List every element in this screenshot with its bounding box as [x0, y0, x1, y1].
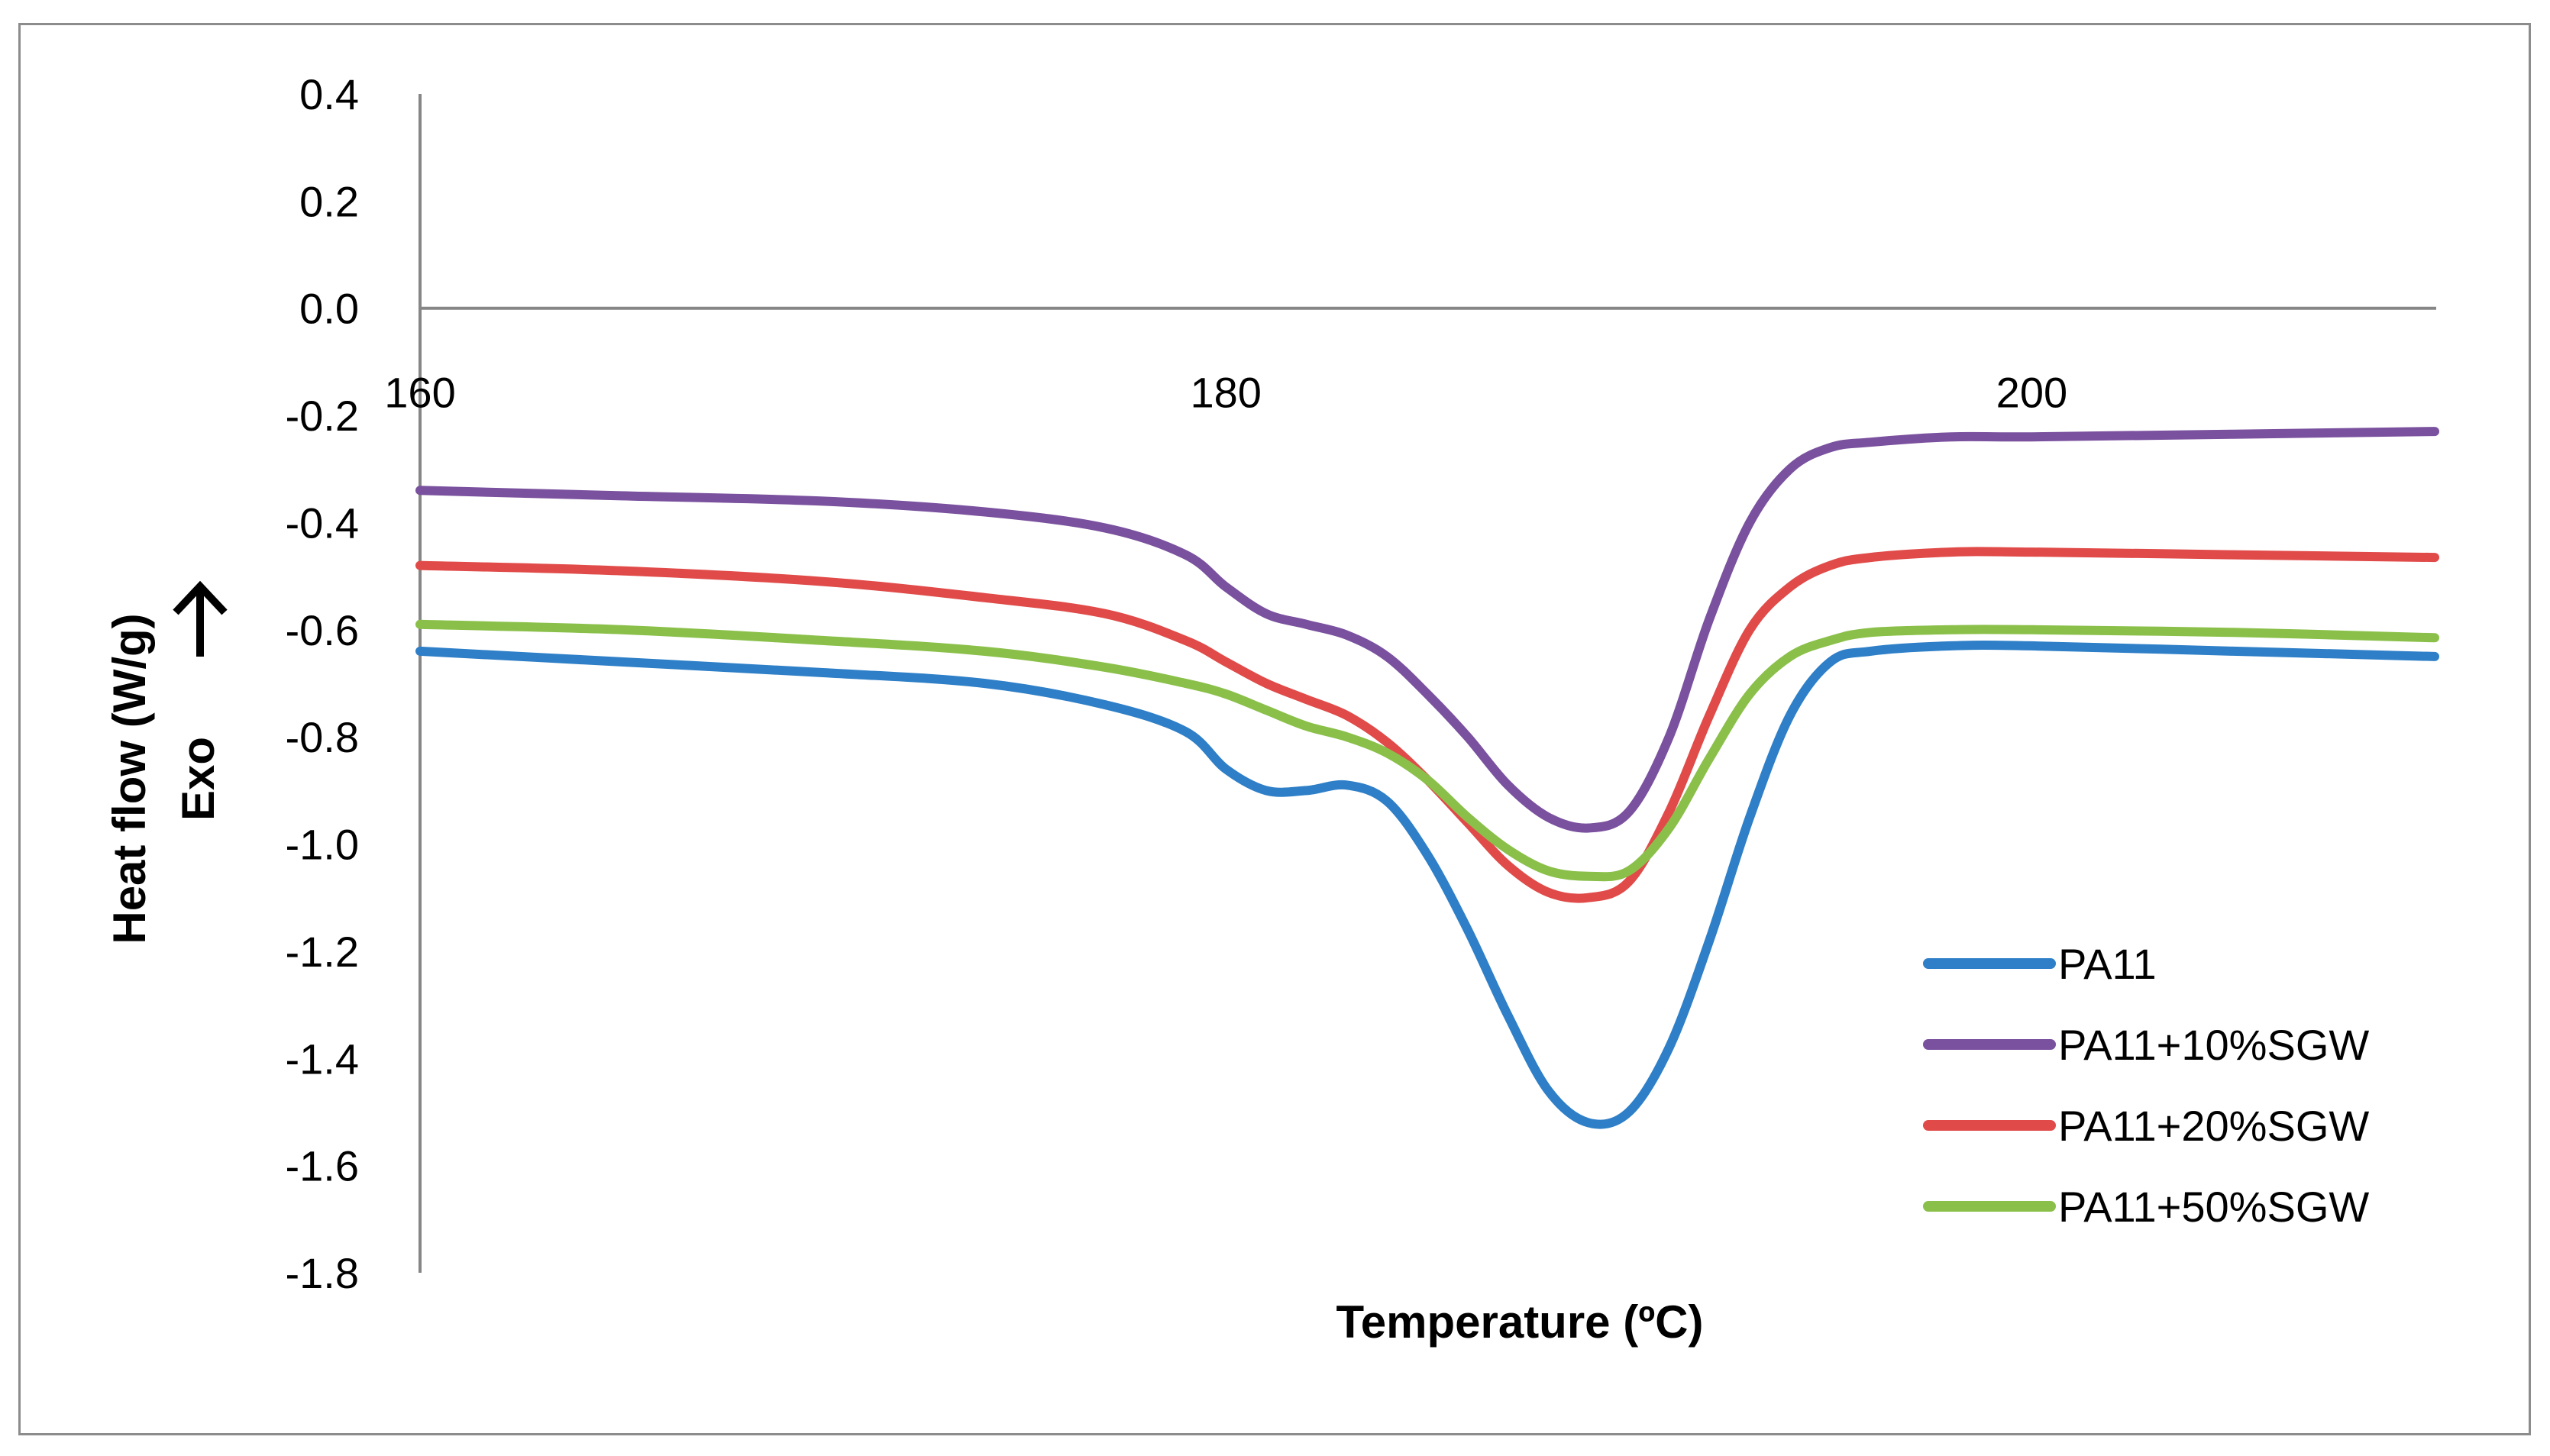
- series-line-pa11-10-sgw: [415, 427, 2439, 833]
- y-tick-label: -0.4: [286, 499, 360, 547]
- legend-label-pa11: PA11: [2058, 940, 2157, 988]
- legend-label-pa11-10-sgw: PA11+10%SGW: [2058, 1021, 2369, 1069]
- y-tick-label: -1.0: [286, 821, 360, 869]
- y-tick-label: 0.4: [299, 70, 359, 118]
- y-tick-label: -1.2: [286, 928, 360, 976]
- y-tick-label: 0.2: [299, 177, 359, 225]
- y-tick-label: -1.6: [286, 1142, 360, 1190]
- y-tick-label: -1.8: [286, 1249, 360, 1297]
- y-tick-labels: 0.4 0.2 0.0 -0.2 -0.4 -0.6 -0.8 -1.0 -1.2 -1.4 -1.…: [286, 70, 360, 1297]
- x-tick-label: 180: [1190, 369, 1261, 417]
- y-tick-label: -0.8: [286, 713, 360, 761]
- y-axis-title: Heat flow (W/g) Exo: [104, 613, 224, 944]
- x-tick-label: 160: [384, 369, 455, 417]
- y-tick-label: -0.2: [286, 392, 360, 440]
- series-line-pa11-20-sgw: [415, 547, 2439, 903]
- y-axis-exo-label: Exo: [173, 737, 224, 821]
- y-tick-label: -0.6: [286, 606, 360, 654]
- series-line-pa11-50-sgw: [415, 619, 2439, 882]
- x-tick-labels: 160 180 200: [384, 369, 2067, 417]
- legend-label-pa11-20-sgw: PA11+20%SGW: [2058, 1102, 2369, 1150]
- x-axis-title: Temperature (ºC): [1336, 1296, 1704, 1348]
- series-line-pa11: [415, 641, 2439, 1129]
- series-lines: [415, 427, 2439, 1129]
- y-tick-label: -1.4: [286, 1035, 360, 1083]
- legend: PA11 PA11+10%SGW PA11+20%SGW PA11+50%SGW: [1923, 940, 2369, 1231]
- y-axis-label: Heat flow (W/g): [104, 613, 155, 944]
- legend-label-pa11-50-sgw: PA11+50%SGW: [2058, 1183, 2369, 1231]
- chart-frame: [18, 23, 2531, 1435]
- x-tick-label: 200: [1996, 369, 2067, 417]
- exo-arrow-icon: [173, 580, 228, 657]
- y-tick-label: 0.0: [299, 285, 359, 333]
- axes: [419, 94, 2436, 1273]
